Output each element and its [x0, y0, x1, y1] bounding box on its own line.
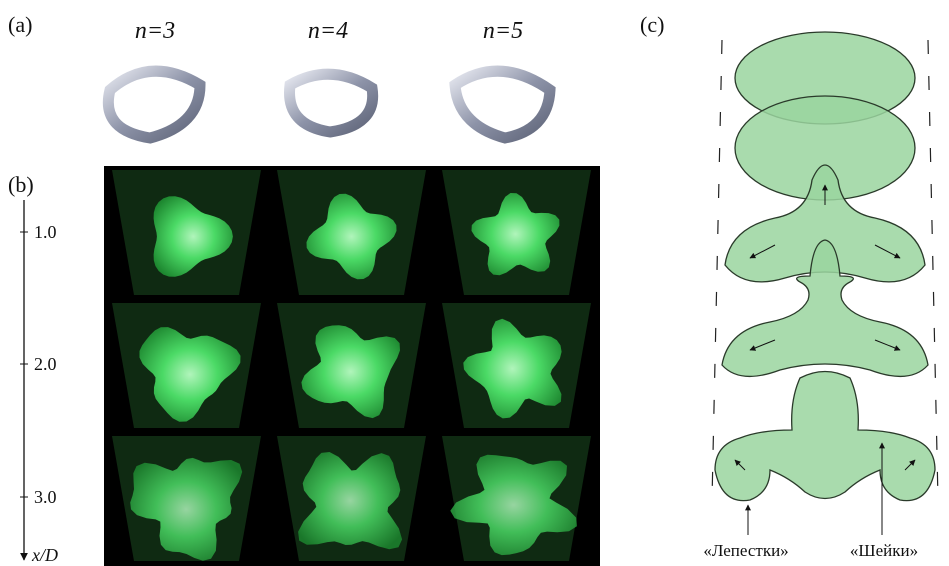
column-label: n=3 — [135, 18, 175, 44]
panel-label: (b) — [8, 172, 34, 197]
photo-cells — [112, 170, 591, 561]
column-label: n=5 — [483, 18, 523, 44]
annotation: «Шейки» — [850, 541, 918, 560]
column-label: n=4 — [308, 18, 348, 44]
tick-label: 2.0 — [34, 354, 57, 374]
vortex-evolution — [712, 32, 938, 530]
ring-model — [108, 71, 550, 138]
tick-label: 1.0 — [34, 222, 57, 242]
figure: (a) n=3 n=4 n=5 (b) 1.0 2.0 3.0 x/D (c) … — [0, 0, 949, 566]
axis-title: x/D — [31, 545, 58, 565]
annotation: «Лепестки» — [703, 541, 788, 560]
panel-label: (a) — [8, 12, 32, 37]
tick-label: 3.0 — [34, 487, 57, 507]
panel-label: (c) — [640, 12, 664, 37]
